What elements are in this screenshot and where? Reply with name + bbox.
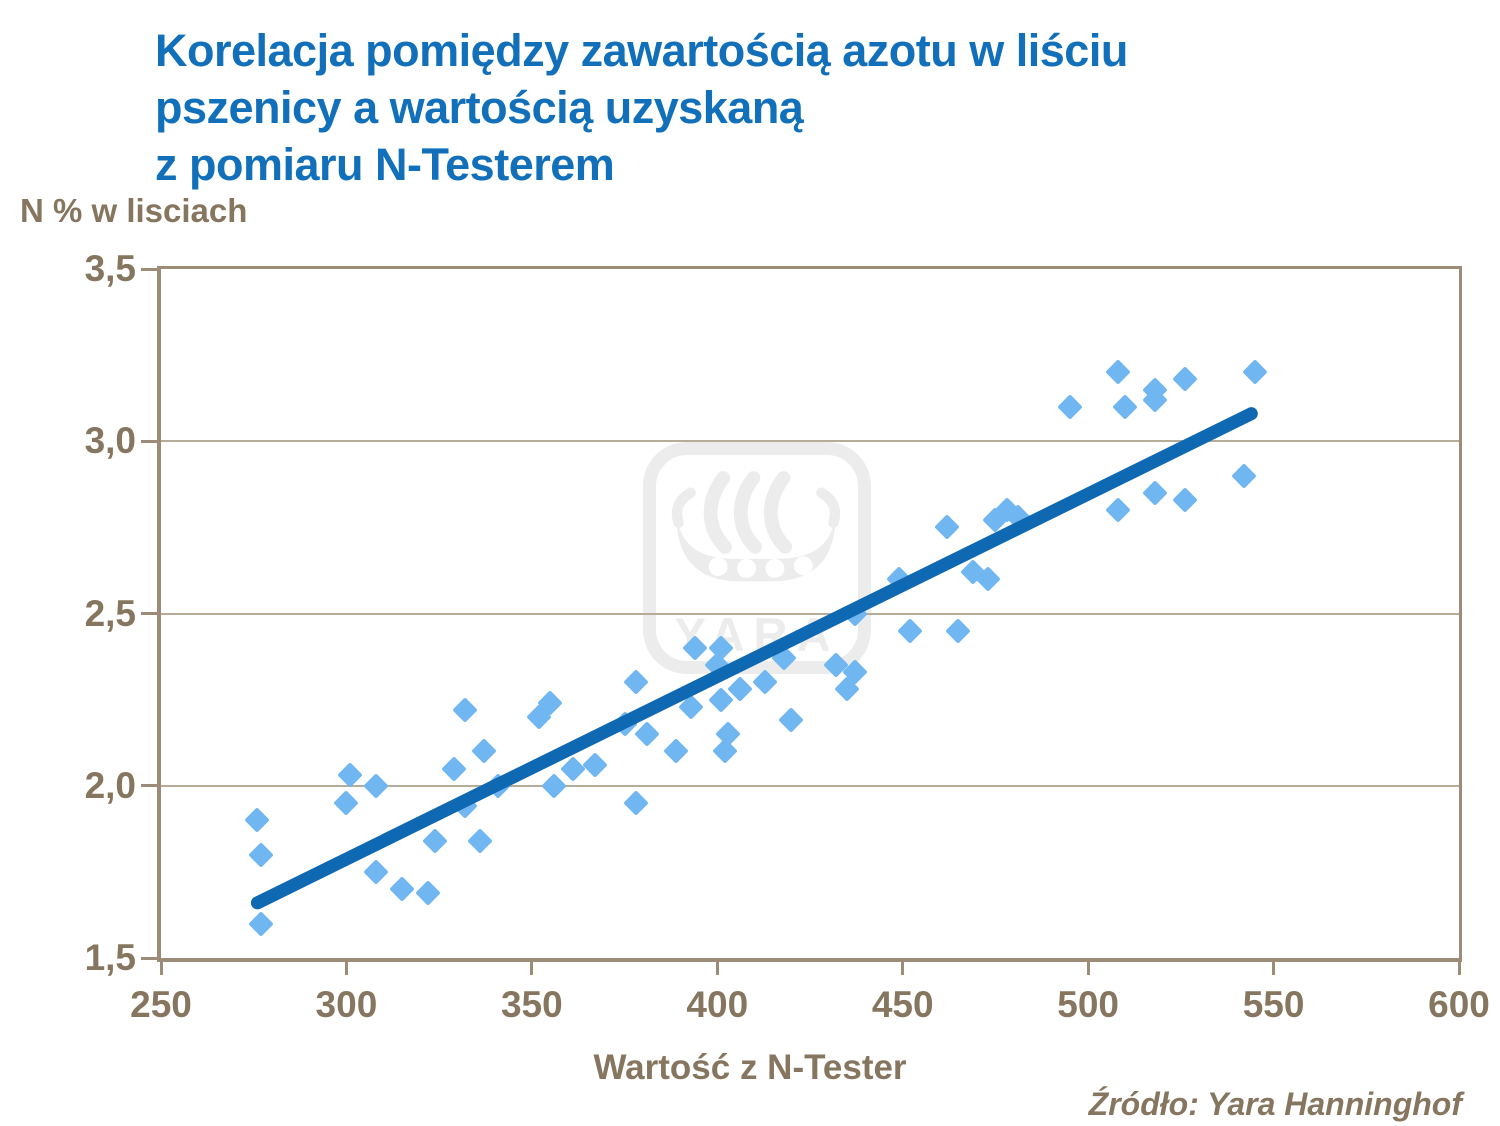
y-axis-tick-labels: 3,5 3,0 2,5 2,0 1,5 [0,248,136,978]
y-tick-label: 2,0 [84,764,136,806]
y-tick-label: 1,5 [84,937,136,978]
y-axis-tick [141,612,157,615]
data-point [1171,366,1198,392]
chart-title-line-1: Korelacja pomiędzy zawartością azotu w l… [155,25,1128,76]
data-point [470,738,497,765]
data-point [248,910,274,937]
data-point [678,693,705,720]
data-point [1171,487,1198,513]
y-tick-label: 2,5 [84,592,136,634]
data-point [467,828,493,854]
data-point [541,773,567,799]
data-point [663,738,690,765]
data-point [248,841,274,868]
y-axis-tick [141,267,157,271]
yara-watermark: YARA [643,442,871,674]
x-axis-tick [1457,960,1461,975]
data-point [452,697,478,723]
data-point [711,738,738,765]
data-point [897,617,923,644]
data-point [559,755,586,782]
data-point [622,790,649,816]
data-point [1105,359,1131,386]
data-point [582,752,608,778]
data-point [634,721,660,747]
x-axis-tick-labels: 250 300 350 400 450 500 550 600 [130,984,1490,1025]
y-axis-title: N % w lisciach [20,192,248,229]
data-point [611,711,638,737]
yara-wordmark: YARA [674,608,840,661]
x-axis-tick [159,960,163,975]
x-tick-label: 500 [1057,984,1120,1025]
data-point [441,755,467,782]
gridline-y-2,5 [161,612,1459,615]
data-point [244,807,271,833]
x-axis-title: Wartość z N-Tester [593,1048,907,1087]
plot-area: YARA [141,266,1462,975]
x-tick-label: 600 [1428,984,1490,1025]
y-axis-tick [141,956,157,960]
x-axis-tick [715,960,719,975]
data-point [485,773,512,799]
data-point [389,876,415,902]
data-point [1105,497,1131,523]
data-point [886,566,912,592]
x-tick-label: 350 [500,984,563,1025]
x-tick-label: 250 [130,984,192,1025]
gridline-y-2,0 [161,784,1459,787]
y-axis-tick [141,784,157,788]
data-point [1142,480,1168,506]
x-axis-tick [901,960,905,975]
viking-ship-icon [671,471,841,582]
data-point [363,859,389,885]
data-point [622,669,649,696]
chart-title: Korelacja pomiędzy zawartością azotu w l… [155,22,1128,193]
y-tick-label: 3,5 [84,248,136,289]
chart-title-line-2: pszenicy a wartością uzyskaną [155,82,804,133]
x-axis-tick [530,960,534,975]
data-point [1242,359,1268,386]
data-point [945,617,972,644]
source-text: Źródło: Yara Hanninghof [1088,1086,1462,1122]
data-point [934,514,960,541]
x-tick-label: 400 [686,984,749,1025]
x-tick-label: 450 [871,984,934,1025]
data-point [363,773,389,799]
x-tick-label: 550 [1242,984,1305,1025]
data-point [422,828,449,854]
x-axis-tick [1086,960,1090,975]
x-axis-tick [1272,960,1276,975]
data-point [1056,394,1083,420]
gridline-y-3,0 [161,440,1459,443]
data-point [415,879,441,906]
data-point [452,793,478,820]
x-axis-tick [344,960,348,975]
chart-title-line-3: z pomiaru N-Testerem [155,139,615,190]
y-axis-tick [141,439,157,443]
data-point [1112,394,1138,420]
y-tick-label: 3,0 [84,420,136,462]
data-point [778,707,805,734]
x-tick-label: 300 [315,984,378,1025]
data-point [333,790,360,816]
data-point [1231,462,1257,489]
